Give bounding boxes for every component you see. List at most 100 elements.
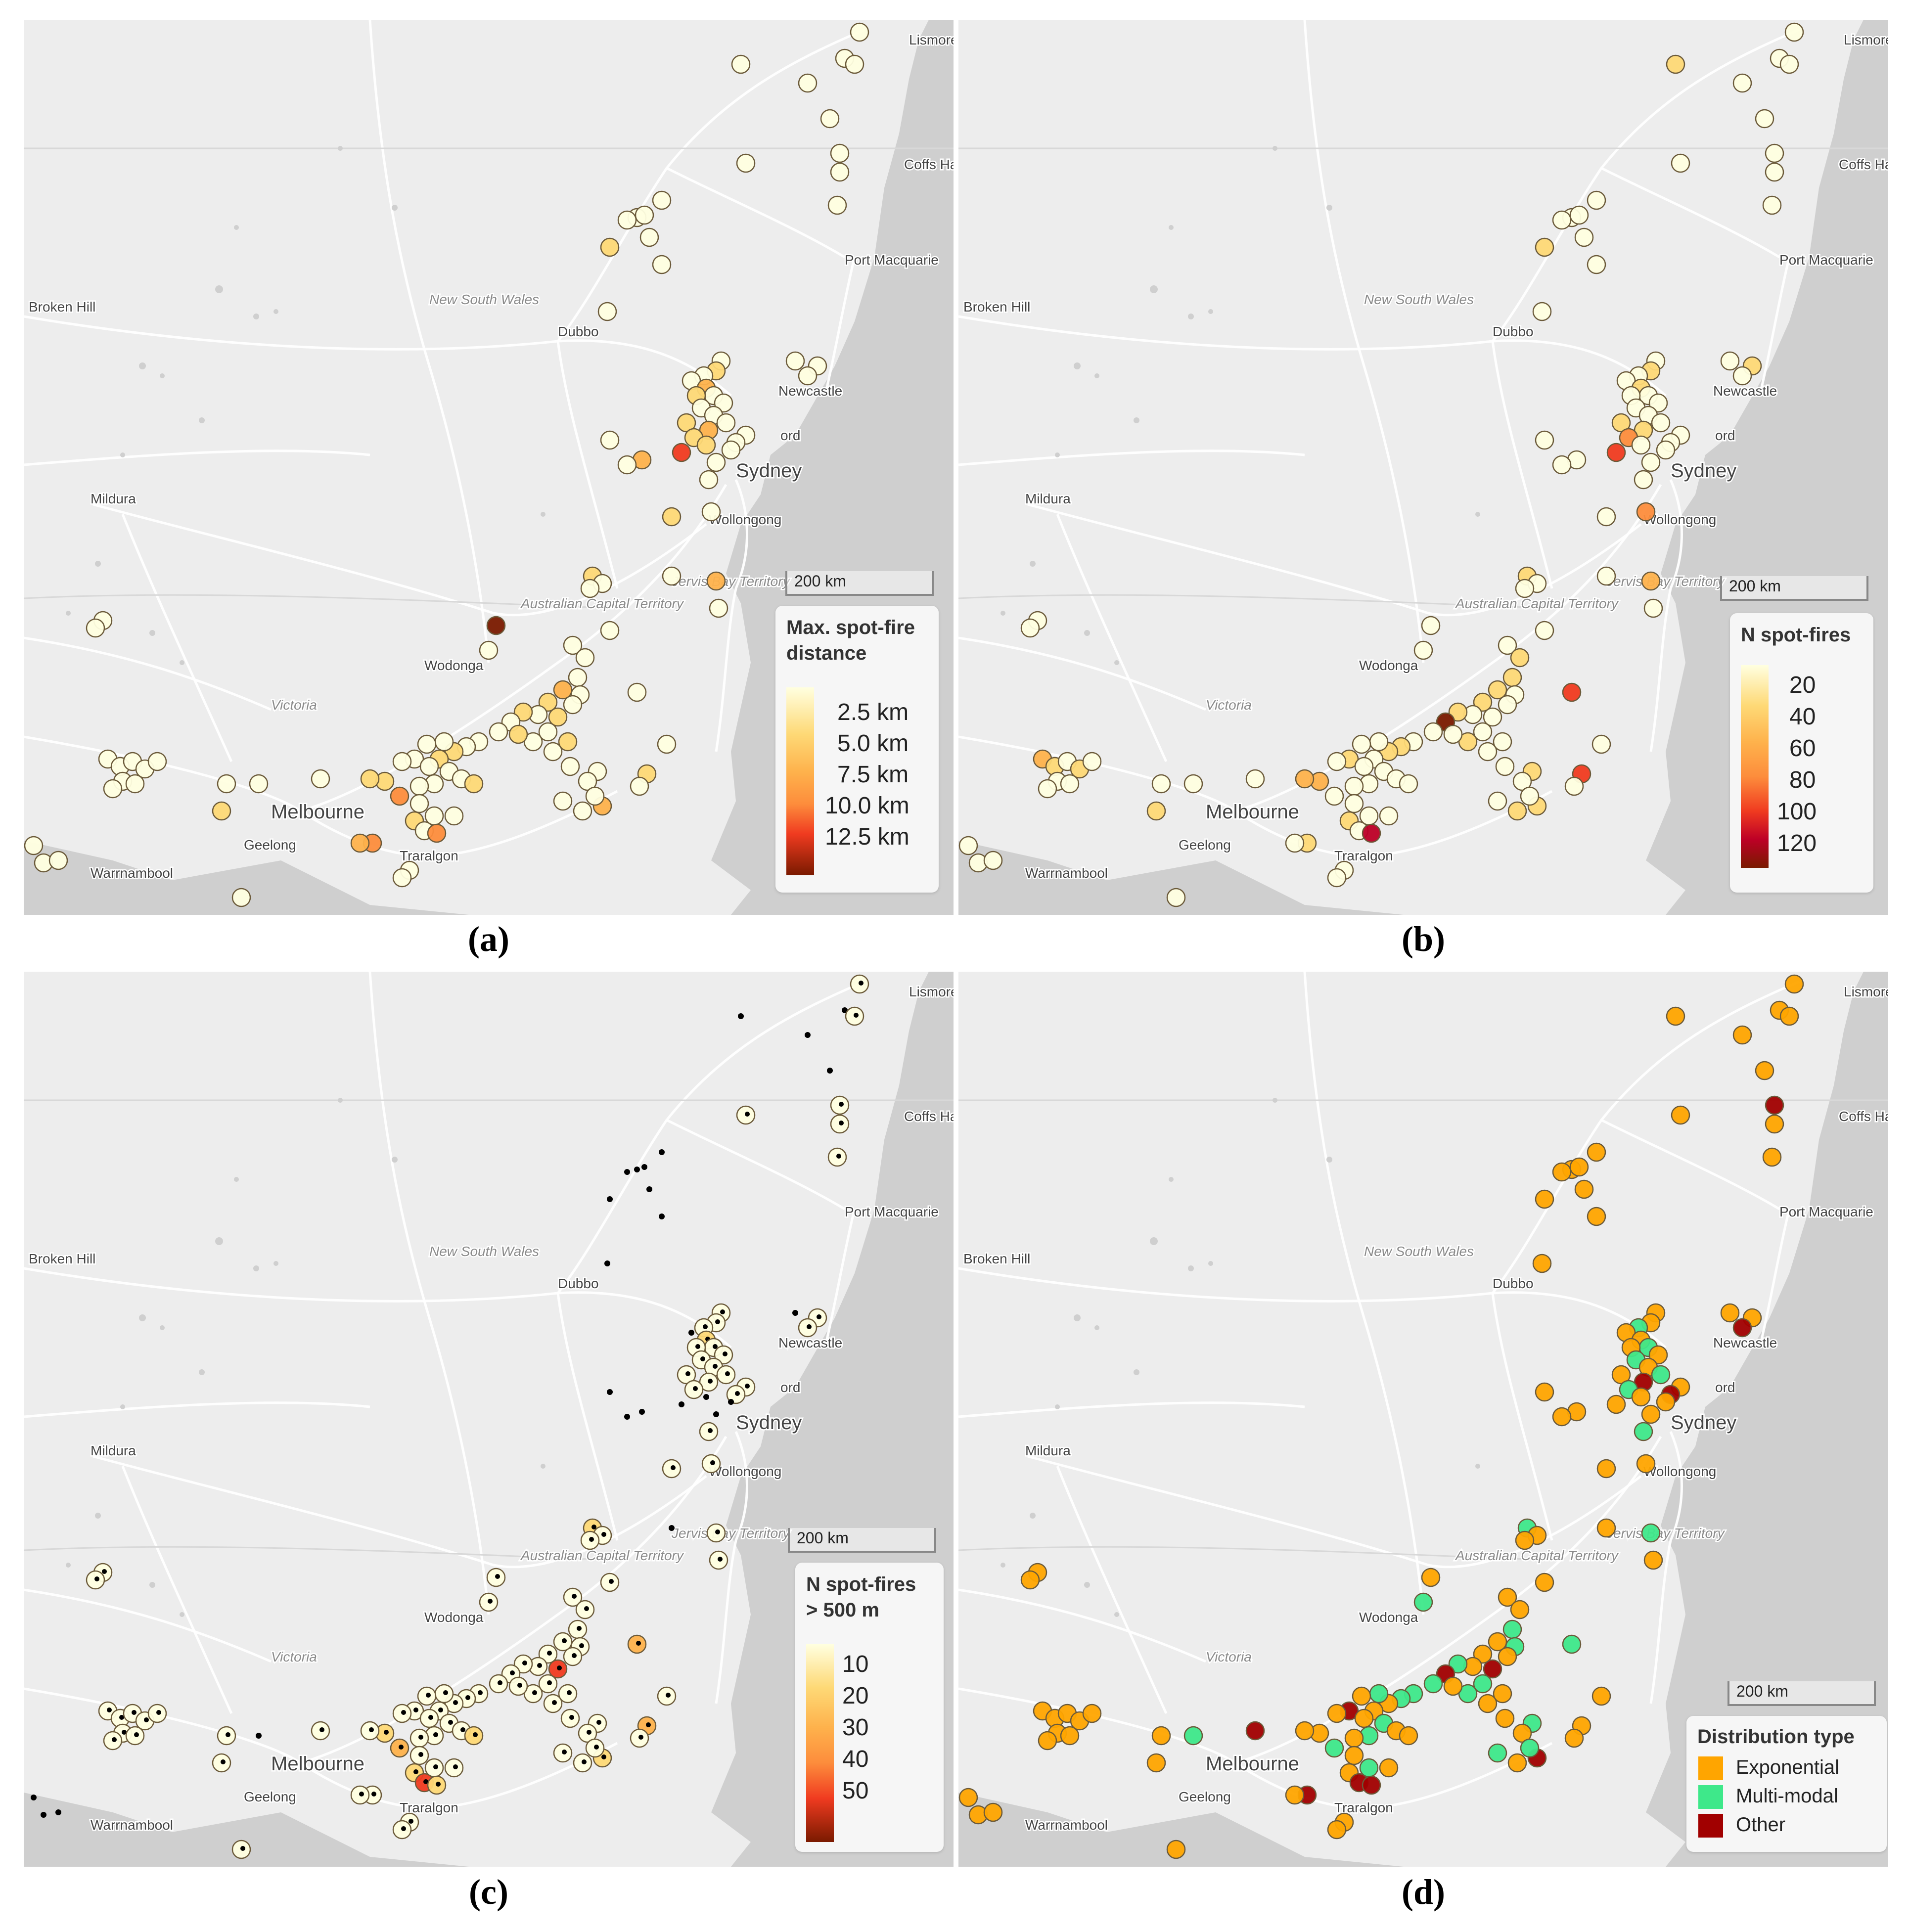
fire-point-center [596,1720,601,1725]
fire-point [390,786,409,806]
fire-point [721,440,741,460]
fire-point-center [720,1309,725,1314]
fire-point [55,1809,61,1815]
fire-point [1507,801,1527,821]
color-ramp [786,687,814,875]
fire-point [249,774,269,794]
fire-point [792,1310,798,1316]
fire-point [627,682,647,702]
fire-point [827,1068,833,1074]
fire-point [1755,109,1774,129]
fire-point [1359,1758,1379,1778]
fire-point [1587,255,1606,274]
swatch [1698,1814,1723,1838]
legend-c: N spot-fires > 500 m 10 20 30 40 50 [795,1563,944,1852]
fire-point-center [112,1737,117,1742]
fire-point-center [547,1651,552,1656]
fire-point [1535,430,1554,450]
caption-c: (c) [469,1872,508,1912]
fire-point [1507,1753,1527,1773]
fire-point [1498,635,1517,655]
fire-point [1344,1746,1364,1765]
legend-tick: 7.5 km [837,762,909,788]
fire-point [1562,682,1582,702]
legend-item-exponential: Exponential [1698,1756,1839,1781]
place-label: Lismore [1844,984,1888,999]
fire-point [630,776,649,796]
fire-point [560,757,580,776]
fire-point [1732,1318,1752,1338]
fire-point-center [107,1707,112,1712]
fire-point-center [134,1732,139,1737]
fire-point [662,507,682,527]
fire-point [958,1788,978,1807]
fire-point-center [371,1792,376,1797]
legend-tick: 100 [1777,799,1817,825]
fire-point [659,1213,665,1219]
fire-point [1515,579,1535,598]
fire-point [1510,648,1530,668]
fire-point [688,1330,694,1336]
fire-point [1082,752,1102,771]
fire-point [600,430,620,450]
place-label: Geelong [244,837,296,853]
fire-point [1641,1404,1661,1424]
place-label: Sydney [1671,460,1736,482]
fire-point [573,801,592,821]
fire-point [639,227,659,247]
fire-point [646,1186,652,1192]
place-label: Dubbo [558,324,599,339]
place-label: Jervis Bay Territory [671,1526,791,1541]
legend-tick: 10 [842,1651,869,1677]
fire-point [1671,153,1690,173]
fire-point-center [413,1769,418,1774]
fire-point [1502,668,1522,687]
fire-point-center [562,1638,567,1643]
fire-point [1324,786,1344,806]
fire-point [1520,786,1540,806]
fire-point [1671,1105,1690,1125]
place-label: Dubbo [558,1276,599,1291]
fire-point-center [418,1752,423,1757]
place-label: Dubbo [1493,324,1534,339]
place-label: Broken Hill [29,299,95,315]
place-label: Newcastle [1713,383,1777,399]
place-label: Melbourne [271,801,364,823]
fire-point [1060,774,1080,794]
fire-point [1648,1345,1668,1365]
place-label: Victoria [271,697,317,713]
fire-point [1183,1726,1203,1746]
fire-point-center [807,1324,812,1329]
fire-point-center [708,1379,713,1384]
fire-point [1606,443,1626,462]
fire-point [600,237,620,257]
fire-point-center [426,1693,431,1698]
fire-point [489,722,508,742]
fire-point [731,54,751,74]
fire-point [424,806,444,826]
fire-point [1483,1659,1502,1679]
fire-point [1666,54,1685,74]
legend-title: N spot-fires [1741,624,1851,646]
fire-point [311,769,330,789]
place-label: Sydney [736,1412,802,1434]
fire-point-center [433,1764,438,1769]
fire-point [798,73,818,93]
fire-point [1515,1530,1535,1550]
fire-point [706,452,726,472]
place-label: Coffs Harbour [904,157,954,172]
base-map-a: Lismore Coffs Harbour Port Macquarie New So… [24,20,954,915]
place-label: Mildura [91,1443,136,1458]
legend-title: Max. spot-fire distance [786,617,915,664]
fire-markers [24,22,869,907]
legend-a: Max. spot-fire distance 2.5 km 5.0 km 7.5… [775,606,939,893]
color-ramp [806,1644,834,1842]
fire-markers [958,22,1804,907]
fire-point-center [859,981,864,986]
fire-point [639,1409,645,1415]
place-label: New South Wales [1364,1244,1474,1259]
fire-point [1569,1157,1589,1177]
fire-point [1488,1743,1507,1763]
fire-point [513,702,533,722]
fire-point-center [735,1391,740,1396]
